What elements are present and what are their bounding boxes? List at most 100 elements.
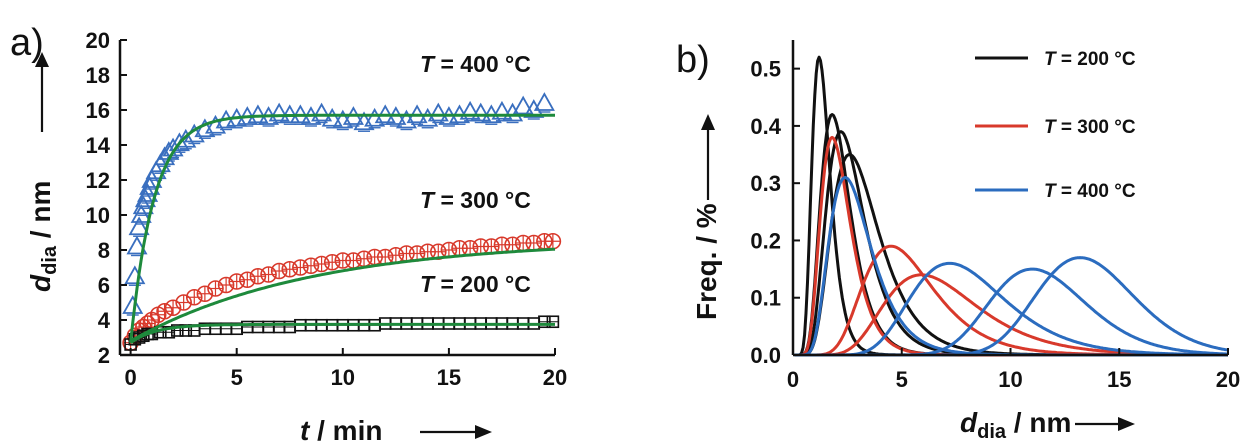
a-point-300C <box>313 255 330 273</box>
legend-label-300C: T = 300 °C <box>1044 117 1136 138</box>
b-xtick-label: 0 <box>787 367 799 392</box>
b-ytick-label: 0.3 <box>750 171 781 196</box>
panel-a-x-axis-label: t / min <box>300 415 492 446</box>
b-ytick-label: 0.0 <box>750 343 781 368</box>
a-ytick-label: 12 <box>86 168 110 193</box>
a-point-400C <box>139 176 161 195</box>
a-point-300C <box>156 302 173 320</box>
panel-b-plot-area <box>794 55 1229 357</box>
b-x-arrow-head <box>1118 417 1135 431</box>
a-point-400C <box>491 100 513 120</box>
a-fit-curve <box>129 322 555 345</box>
panel-b-label: b) <box>676 39 710 81</box>
svg-text:Freq. / %: Freq. / % <box>691 203 722 320</box>
a-point-400C <box>459 100 481 120</box>
a-point-400C <box>204 114 227 134</box>
svg-text:t / min: t / min <box>300 415 382 446</box>
a-point-400C <box>128 216 150 236</box>
a-point-400C <box>512 95 534 115</box>
a-point-400C <box>311 102 333 122</box>
panel-a-axes: 2 4 6 8 10 12 14 16 18 20 0 5 10 15 20 <box>86 28 568 390</box>
a-point-300C <box>207 280 224 297</box>
a-point-300C <box>228 273 246 290</box>
a-point-200C <box>132 331 146 344</box>
svg-text:ddia / nm: ddia / nm <box>25 181 61 292</box>
b-ytick-label: 0.5 <box>750 57 781 82</box>
a-point-300C <box>260 266 277 283</box>
a-ytick-label: 6 <box>98 273 110 298</box>
a-ytick-label: 14 <box>86 133 111 158</box>
a-ytick-label: 8 <box>98 238 110 263</box>
legend-label-200C: T = 200 °C <box>1044 49 1136 70</box>
a-xtick-label: 5 <box>231 365 243 390</box>
a-point-300C <box>185 288 203 306</box>
a-point-300C <box>302 257 320 275</box>
label-300C: T = 300 °C <box>420 187 531 213</box>
a-ytick-label: 18 <box>86 63 110 88</box>
panel-a-y-axis-label: ddia / nm <box>25 52 61 292</box>
a-point-400C <box>175 128 197 148</box>
b-distribution-curve <box>794 261 1228 357</box>
b-ytick-label: 0.4 <box>750 114 781 139</box>
a-ytick-label: 2 <box>98 343 110 368</box>
a-point-200C <box>162 325 176 339</box>
b-xtick-label: 10 <box>998 367 1022 392</box>
panel-a: a) 2 4 6 8 10 12 14 16 18 20 0 5 10 15 20 T = 400 °C T… <box>10 22 567 446</box>
a-point-400C <box>533 92 555 111</box>
a-xtick-label: 0 <box>124 365 136 390</box>
panel-b-legend: T = 200 °C T = 300 °C T = 400 °C <box>975 49 1136 202</box>
a-fit-curve <box>129 113 555 343</box>
a-point-400C <box>268 102 290 122</box>
a-ytick-label: 4 <box>98 308 111 333</box>
a-point-400C <box>523 99 545 118</box>
b-distribution-curve <box>794 113 1228 357</box>
a-point-300C <box>239 271 256 289</box>
b-xtick-label: 5 <box>896 367 908 392</box>
panel-b: b) 0.00.10.20.30.40.50 5 10 15 20 Freq. / % … <box>676 39 1240 443</box>
a-point-400C <box>417 107 439 127</box>
panel-a-plot-area <box>122 92 562 352</box>
b-distribution-curve <box>794 273 1228 357</box>
x-arrow-head <box>475 425 492 439</box>
a-point-400C <box>502 102 524 122</box>
panel-a-label: a) <box>10 22 44 64</box>
a-point-400C <box>132 195 154 215</box>
b-y-arrow-head <box>701 114 715 130</box>
a-ytick-label: 10 <box>86 203 110 228</box>
b-xtick-label: 20 <box>1216 367 1240 392</box>
a-point-400C <box>137 183 159 202</box>
a-point-300C <box>323 253 341 271</box>
a-xtick-label: 15 <box>437 365 461 390</box>
label-200C: T = 200 °C <box>420 271 531 297</box>
a-point-400C <box>470 102 492 122</box>
a-ytick-label: 16 <box>86 98 110 123</box>
b-xtick-label: 15 <box>1107 367 1131 392</box>
b-ytick-label: 0.2 <box>750 228 781 253</box>
a-point-400C <box>427 102 449 122</box>
y-arrow-head <box>35 52 49 67</box>
panel-b-y-axis-label: Freq. / % <box>691 114 722 320</box>
a-fit-curve <box>129 247 556 343</box>
a-ytick-label: 20 <box>86 28 110 53</box>
a-point-300C <box>292 259 309 276</box>
label-400C: T = 400 °C <box>420 51 531 77</box>
panel-b-axes: 0.0 0.1 0.2 0.3 0.4 0.5 0 5 10 15 20 <box>750 40 1240 392</box>
a-point-300C <box>281 260 299 278</box>
a-point-200C <box>128 332 142 346</box>
svg-text:ddia / nm: ddia / nm <box>960 407 1071 443</box>
a-point-300C <box>164 299 182 317</box>
a-point-200C <box>546 315 560 329</box>
a-point-300C <box>270 262 288 280</box>
a-point-300C <box>217 276 235 294</box>
b-distribution-curve <box>794 153 1228 357</box>
a-point-400C <box>321 107 343 127</box>
a-xtick-label: 20 <box>543 365 567 390</box>
a-point-400C <box>126 235 148 255</box>
a-point-300C <box>249 267 267 285</box>
a-point-400C <box>247 104 269 124</box>
b-ytick-label: 0.1 <box>750 286 781 311</box>
a-point-400C <box>395 109 418 129</box>
a-point-300C <box>175 294 192 311</box>
panel-b-x-axis-label: ddia / nm <box>960 407 1135 443</box>
